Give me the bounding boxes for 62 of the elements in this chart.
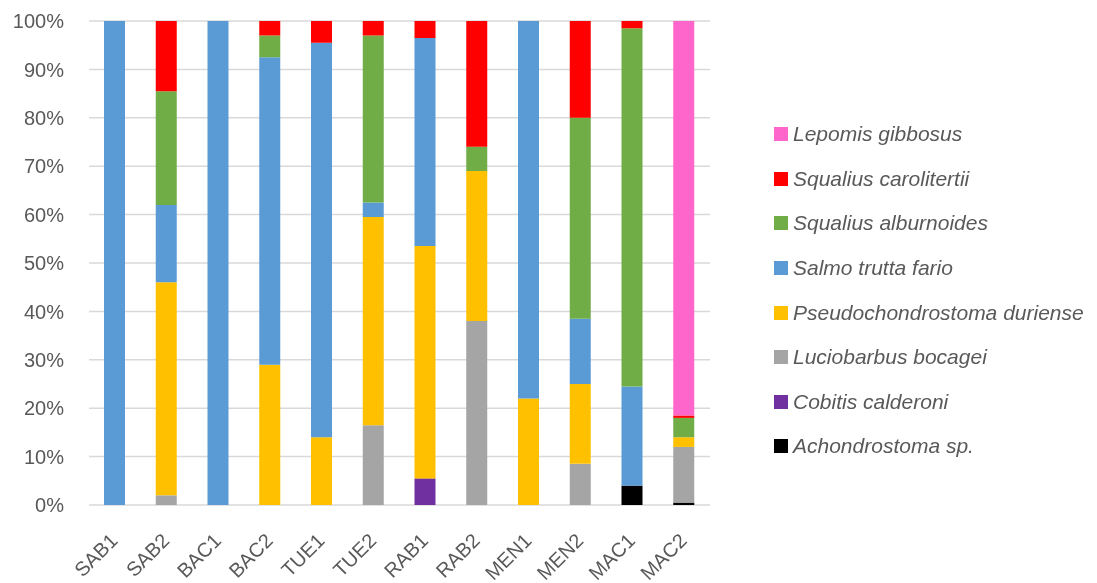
bar	[259, 57, 281, 365]
bar	[155, 21, 177, 92]
y-tick-label: 80%	[23, 106, 65, 129]
bar	[155, 91, 177, 205]
bar	[466, 171, 488, 322]
bar	[569, 384, 591, 464]
bar	[673, 437, 695, 447]
legend-label: Salmo trutta fario	[793, 256, 953, 281]
y-tick-label: 20%	[23, 397, 65, 420]
bar	[466, 21, 488, 147]
bar	[569, 463, 591, 505]
bar	[362, 425, 384, 505]
bar	[466, 321, 488, 505]
bar	[414, 246, 436, 479]
bar	[569, 318, 591, 384]
bar	[569, 21, 591, 118]
bar	[155, 282, 177, 496]
bar	[155, 495, 177, 505]
bar	[259, 21, 281, 36]
bar	[311, 21, 332, 43]
legend-label: Cobitis calderoni	[793, 389, 949, 414]
bar	[673, 417, 695, 438]
bar	[207, 21, 229, 505]
bar	[362, 217, 384, 426]
bar	[673, 415, 695, 418]
y-tick-label: 70%	[23, 155, 65, 178]
legend-label: Squalius carolitertii	[793, 166, 970, 191]
bar	[259, 364, 281, 505]
y-tick-label: 90%	[23, 58, 65, 81]
legend-label: Lepomis gibbosus	[793, 122, 963, 147]
bar	[155, 204, 177, 283]
legend-label: Luciobarbus bocagei	[793, 345, 987, 370]
bar	[673, 21, 695, 416]
bar	[518, 21, 539, 399]
legend-label: Squalius alburnoides	[793, 211, 988, 236]
bar	[311, 437, 332, 505]
bar	[414, 478, 436, 505]
y-tick-label: 40%	[23, 300, 65, 323]
bar	[621, 21, 643, 29]
bar	[621, 386, 643, 486]
bar	[104, 21, 125, 505]
y-tick-label: 30%	[23, 348, 65, 371]
bar	[466, 146, 488, 172]
y-tick-label: 0%	[35, 494, 65, 517]
bar	[311, 42, 332, 438]
y-tick-label: 50%	[23, 252, 65, 275]
y-tick-label: 100%	[12, 10, 65, 33]
bar	[518, 398, 539, 505]
bar	[362, 35, 384, 203]
bar	[259, 35, 281, 58]
bar	[569, 117, 591, 319]
bar	[621, 485, 643, 505]
legend-label: Pseudochondrostoma duriense	[793, 300, 1084, 325]
bar	[362, 202, 384, 218]
y-tick-label: 10%	[23, 445, 65, 468]
legend-label: Achondrostoma sp.	[793, 434, 974, 459]
bar	[673, 446, 695, 503]
bar	[414, 37, 436, 247]
bar	[621, 28, 643, 387]
bar	[362, 21, 384, 36]
bar	[414, 21, 436, 38]
y-tick-label: 60%	[23, 203, 65, 226]
